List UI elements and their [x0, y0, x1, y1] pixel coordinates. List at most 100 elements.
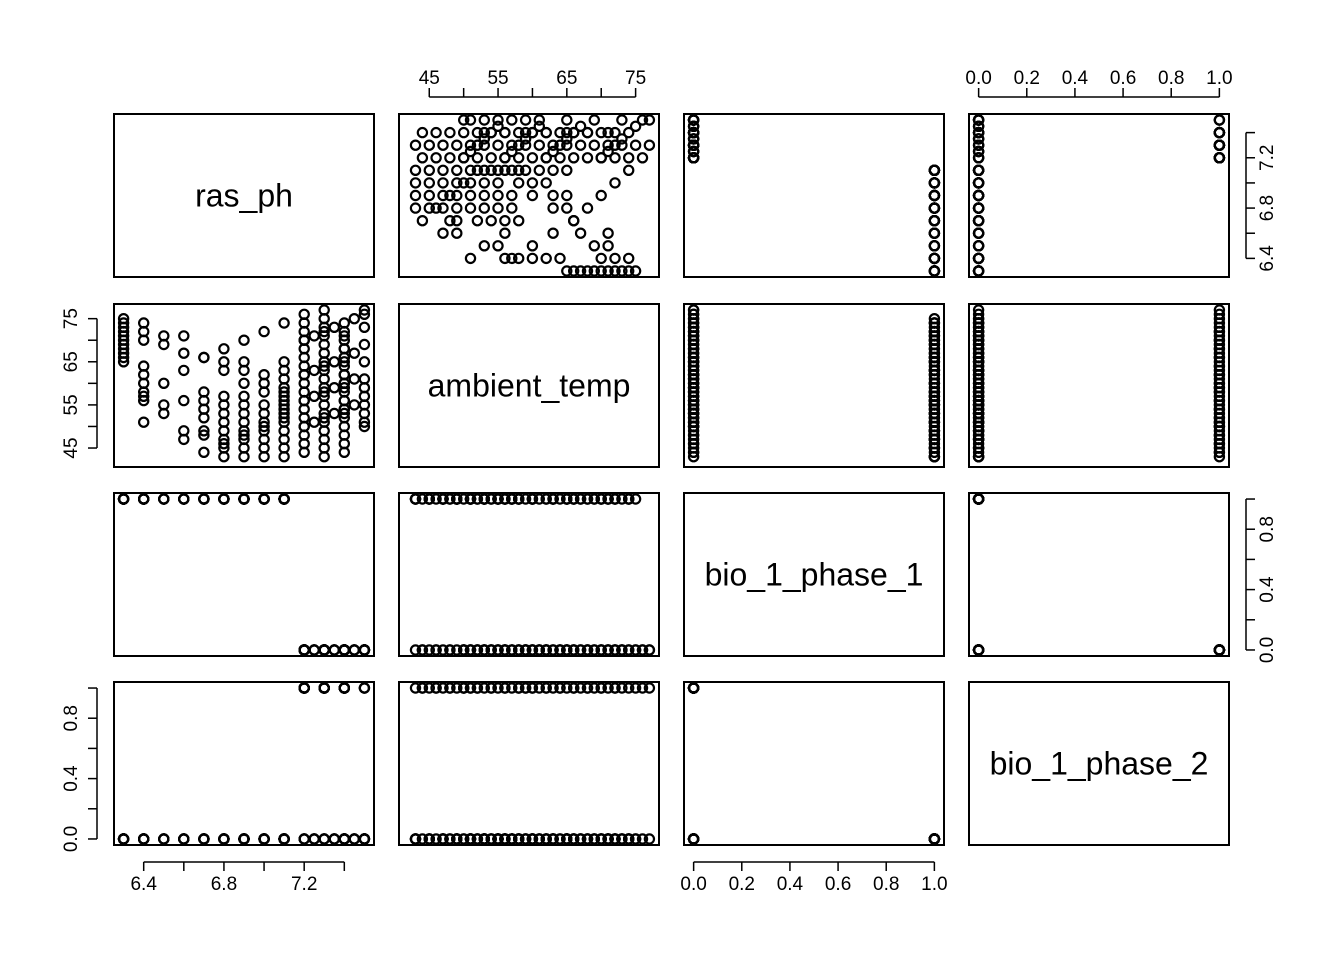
right-axis-bio_1_phase_1: 0.0 0.4 0.8	[1245, 498, 1278, 663]
data-point	[198, 833, 210, 845]
data-point	[471, 493, 484, 505]
data-point	[616, 493, 628, 505]
data-point	[458, 114, 470, 126]
data-point	[437, 493, 449, 505]
data-point	[258, 420, 270, 433]
tick-label: 0.4	[1062, 68, 1089, 89]
data-point	[513, 644, 525, 656]
bottom-axis-ras_ph: 6.4 6.8 7.2	[130, 861, 346, 895]
tick-label: 65	[61, 351, 82, 372]
data-point	[687, 321, 700, 333]
data-point	[616, 114, 628, 126]
data-point	[478, 164, 490, 176]
data-point	[430, 682, 442, 694]
data-point	[513, 682, 525, 694]
data-point	[506, 833, 518, 845]
scatter-panel-ras_ph-vs-bio_1_phase_2	[968, 113, 1230, 278]
data-point	[492, 833, 504, 845]
data-point	[972, 126, 985, 139]
data-point	[499, 493, 511, 505]
data-point	[464, 164, 477, 176]
data-point	[547, 164, 559, 176]
data-point	[308, 330, 320, 342]
data-point	[687, 133, 700, 145]
data-point	[687, 407, 700, 420]
data-point	[423, 202, 435, 214]
panel-frame	[398, 113, 660, 278]
data-point	[478, 493, 490, 505]
data-point	[451, 644, 463, 656]
data-point	[554, 252, 566, 265]
data-point	[348, 644, 360, 656]
data-point	[338, 369, 350, 381]
data-point	[540, 493, 552, 505]
data-point	[643, 139, 656, 151]
data-point	[561, 833, 573, 845]
data-point	[478, 240, 490, 252]
data-point	[526, 240, 539, 252]
tick-label: 6.4	[1257, 245, 1278, 272]
data-point	[444, 126, 456, 139]
data-point	[471, 682, 484, 694]
tick-label: 65	[556, 68, 577, 89]
data-point	[1213, 325, 1226, 338]
data-point	[444, 189, 456, 202]
data-point	[338, 682, 350, 694]
data-point	[416, 214, 429, 227]
data-point	[358, 308, 371, 320]
data-point	[561, 126, 573, 139]
data-point	[513, 177, 525, 189]
data-point	[444, 682, 456, 694]
data-point	[416, 493, 429, 505]
data-point	[464, 114, 477, 126]
data-point	[218, 390, 230, 402]
data-point	[258, 369, 270, 381]
data-point	[416, 833, 429, 845]
data-point	[198, 446, 210, 458]
data-point	[574, 265, 587, 277]
data-point	[568, 214, 580, 227]
data-point	[928, 321, 941, 333]
data-point	[358, 321, 371, 333]
data-point	[137, 493, 150, 505]
data-point	[643, 114, 656, 126]
top-axis-ambient_temp: 45 55 65 75	[419, 68, 646, 98]
data-point	[547, 682, 559, 694]
data-point	[437, 202, 449, 214]
data-point	[972, 644, 985, 656]
data-point	[348, 399, 360, 411]
tick-label: 7.2	[291, 874, 317, 895]
data-point	[513, 152, 525, 164]
data-point	[478, 126, 490, 139]
data-point	[416, 152, 429, 164]
data-point	[568, 265, 580, 277]
data-point	[158, 377, 170, 389]
data-point	[451, 189, 463, 202]
tick-label: 7.2	[1257, 145, 1278, 171]
data-point	[308, 644, 320, 656]
data-point	[513, 214, 525, 227]
data-point	[554, 833, 566, 845]
data-point	[928, 265, 941, 277]
data-point	[636, 682, 649, 694]
tick-label: 75	[625, 68, 646, 89]
variable-label: ambient_temp	[428, 368, 631, 404]
data-point	[328, 382, 340, 394]
data-point	[458, 126, 470, 139]
data-point	[540, 177, 552, 189]
data-point	[623, 164, 635, 176]
data-point	[485, 682, 497, 694]
data-point	[506, 252, 518, 265]
data-point	[687, 369, 700, 381]
data-point	[972, 227, 985, 239]
data-point	[506, 139, 518, 151]
data-point	[409, 682, 422, 694]
data-point	[561, 133, 573, 145]
data-point	[1213, 114, 1226, 126]
data-point	[471, 644, 484, 656]
data-point	[972, 139, 985, 151]
data-point	[595, 152, 607, 164]
data-point	[623, 126, 635, 139]
data-point	[492, 202, 504, 214]
data-point	[423, 189, 435, 202]
